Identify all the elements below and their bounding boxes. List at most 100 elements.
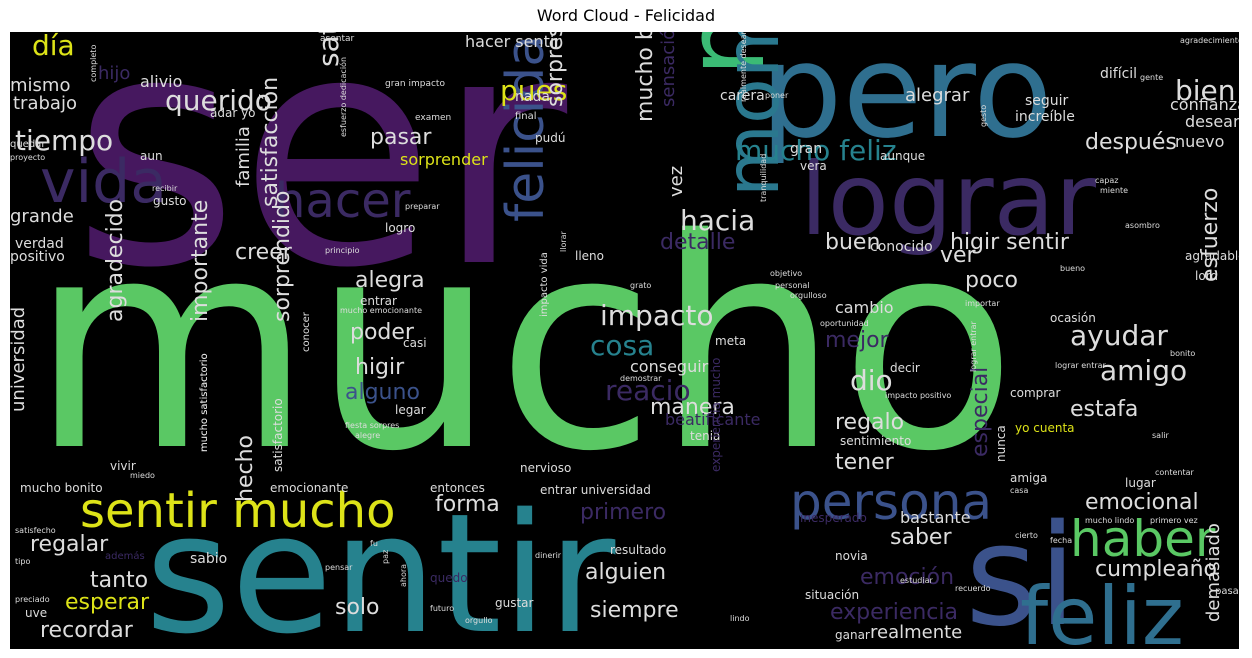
cloud-word: impacto positivo xyxy=(885,391,952,400)
cloud-word: quedar xyxy=(10,139,46,150)
cloud-word: emocional xyxy=(1085,490,1199,515)
cloud-word: agradecimiento xyxy=(1180,36,1239,45)
cloud-word: desear xyxy=(1185,112,1239,131)
cloud-word: amiga xyxy=(1010,471,1048,485)
cloud-word: siempre xyxy=(590,598,679,623)
cloud-word: importar xyxy=(965,299,1000,308)
cloud-word: gente xyxy=(1140,73,1164,82)
cloud-word: entrar xyxy=(360,294,397,308)
cloud-word: después xyxy=(1085,130,1177,155)
cloud-word: final xyxy=(515,111,537,122)
cloud-word: realmente desear xyxy=(739,32,748,102)
cloud-word: adar yo xyxy=(210,106,256,120)
cloud-word: ocasión xyxy=(1050,311,1096,325)
cloud-word: nunca xyxy=(994,425,1008,462)
cloud-word: aunque xyxy=(880,149,926,163)
cloud-word: bueno xyxy=(1060,264,1086,273)
cloud-word: lograr entrar xyxy=(969,321,978,372)
cloud-word: solo xyxy=(335,595,380,620)
cloud-word: mucho bien xyxy=(633,32,658,122)
cloud-word: haber xyxy=(1070,510,1216,568)
cloud-word: aun xyxy=(140,149,163,163)
cloud-word: comprar xyxy=(1010,386,1061,400)
cloud-word: regalo xyxy=(835,410,905,435)
cloud-word: bonito xyxy=(1170,349,1196,358)
cloud-word: decir xyxy=(890,361,920,375)
cloud-word: pues xyxy=(500,74,568,107)
cloud-word: poder xyxy=(350,320,414,345)
cloud-word: fu xyxy=(370,539,378,548)
cloud-word: familia xyxy=(233,126,254,187)
cloud-word: lord xyxy=(1195,269,1219,283)
cloud-word: poco xyxy=(965,268,1018,293)
cloud-word: hacer xyxy=(275,173,411,229)
cloud-word: alegrar xyxy=(905,85,970,106)
cloud-word: tipo xyxy=(15,557,31,566)
cloud-word: feliz xyxy=(1020,570,1184,650)
cloud-word: tranquilidad xyxy=(759,153,768,202)
cloud-word: sentir mucho xyxy=(80,483,396,539)
cloud-word: detalle xyxy=(660,230,736,255)
cloud-word: mejor xyxy=(825,328,889,353)
cloud-word: gustar xyxy=(495,596,534,610)
cloud-word: higir xyxy=(355,355,405,380)
cloud-word: recuerdo xyxy=(955,584,991,593)
cloud-word: increíble xyxy=(1015,109,1075,125)
cloud-word: si xyxy=(965,495,1077,649)
cloud-word: recibir xyxy=(152,184,178,193)
cloud-word: dio xyxy=(850,364,893,397)
cloud-word: ser xyxy=(72,32,568,338)
cloud-word: hacia xyxy=(680,204,756,237)
cloud-word: mucho xyxy=(30,178,1017,515)
cloud-word: lindo xyxy=(730,614,750,623)
cloud-word: bastante xyxy=(900,508,971,527)
cloud-word: orgullo xyxy=(465,616,493,625)
cloud-word: ganar xyxy=(835,628,870,642)
cloud-word: trabajo xyxy=(13,93,77,114)
cloud-word: quedo xyxy=(430,571,468,585)
cloud-word: grato xyxy=(630,281,652,290)
cloud-word: hijo xyxy=(98,63,131,84)
cloud-word: entonces xyxy=(430,481,485,495)
cloud-word: sorprender xyxy=(400,150,488,169)
cloud-word: lograr entrar xyxy=(1055,361,1106,370)
cloud-word: experiencia mucho xyxy=(709,357,723,472)
cloud-word: vida xyxy=(40,147,168,217)
cloud-word: alegre xyxy=(355,431,381,440)
cloud-word: capaz xyxy=(1095,176,1119,185)
cloud-word: satisfecho xyxy=(15,526,56,535)
cloud-word: asombro xyxy=(1125,221,1160,230)
cloud-word: satisfactorio xyxy=(271,398,285,472)
cloud-word: conocer xyxy=(301,312,312,352)
cloud-word: mucho satisfactorio xyxy=(199,353,210,452)
cloud-word: sentimiento xyxy=(840,434,912,448)
cloud-word: tenia xyxy=(690,429,721,443)
cloud-word: reacio xyxy=(605,374,691,407)
cloud-word: conseguir xyxy=(630,357,709,376)
cloud-word: gran xyxy=(790,141,823,157)
cloud-word: estafa xyxy=(1070,397,1139,422)
word-cloud: sermuchosentirperolograrsifelizmamomento… xyxy=(10,32,1239,649)
cloud-word: experiencia xyxy=(830,600,958,625)
cloud-word: persona xyxy=(790,473,993,531)
cloud-word: conocido xyxy=(870,239,933,255)
cloud-word: inesperado xyxy=(800,511,867,525)
cloud-word: tener xyxy=(835,450,894,475)
cloud-word: sabio xyxy=(190,551,228,567)
cloud-word: nuevo xyxy=(1175,132,1225,151)
cloud-word: lleno xyxy=(575,249,604,263)
cloud-word: mucho feliz xyxy=(735,134,897,167)
cloud-word: nervioso xyxy=(520,461,572,475)
cloud-word: esperar xyxy=(65,590,150,615)
cloud-word: ayudar xyxy=(1070,319,1168,352)
cloud-word: agradecido xyxy=(103,198,128,322)
cloud-word: esfuerzo dedicación xyxy=(339,56,348,137)
cloud-word: impacto xyxy=(600,299,714,332)
cloud-word: alivio xyxy=(140,72,183,91)
cloud-word: preciado xyxy=(15,595,50,604)
cloud-word: especial xyxy=(968,366,993,457)
cloud-word: recordar xyxy=(40,618,133,643)
cloud-word: futuro xyxy=(430,604,455,613)
cloud-word: universidad xyxy=(10,306,29,412)
cloud-word: difícil xyxy=(1100,66,1138,82)
